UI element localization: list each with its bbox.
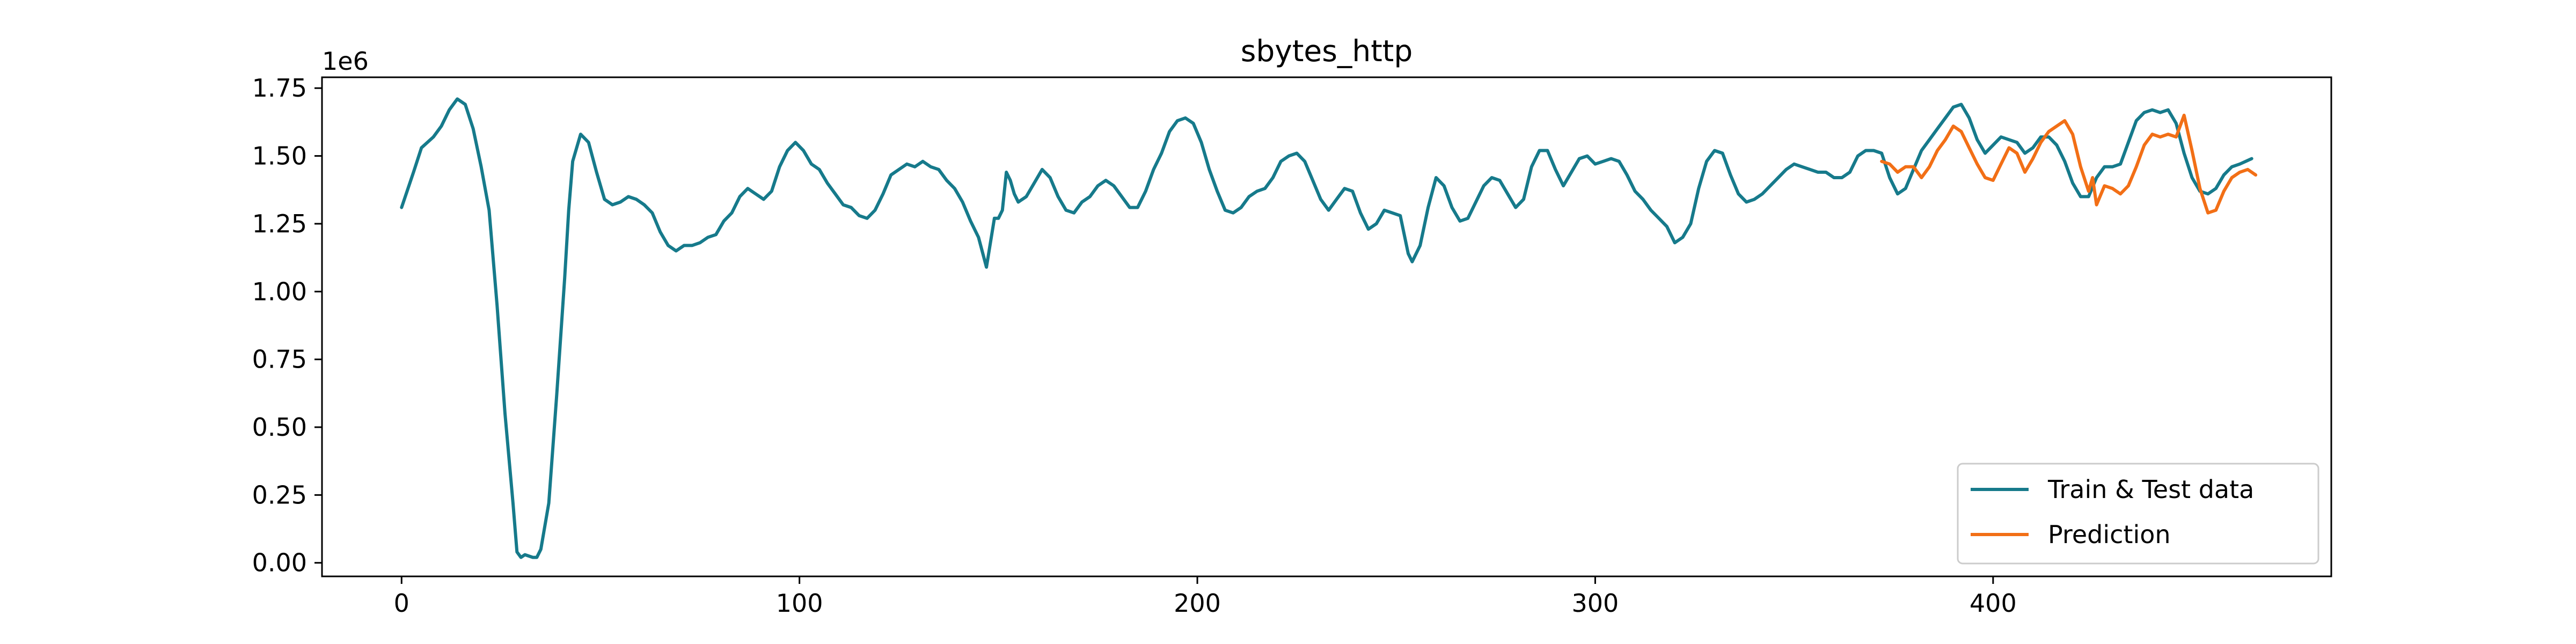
y-tick-label: 0.00 xyxy=(252,548,307,577)
y-axis: 0.00 0.25 0.50 0.75 1.00 1.25 1.50 1.75 xyxy=(252,74,322,577)
legend-label-prediction: Prediction xyxy=(2048,520,2171,549)
y-offset-label: 1e6 xyxy=(322,47,369,76)
y-tick-label: 1.50 xyxy=(252,142,307,171)
y-tick-label: 1.25 xyxy=(252,209,307,238)
x-tick-label: 200 xyxy=(1174,589,1221,618)
chart-title: sbytes_http xyxy=(1241,34,1413,68)
x-axis: 0 100 200 300 400 xyxy=(394,576,2017,618)
y-tick-label: 1.75 xyxy=(252,74,307,103)
legend: Train & Test data Prediction xyxy=(1957,463,2319,565)
series-line-prediction xyxy=(1880,113,2258,215)
x-tick-label: 400 xyxy=(1970,589,2017,618)
y-tick-label: 0.75 xyxy=(252,345,307,374)
y-tick-label: 0.50 xyxy=(252,413,307,442)
series-layer xyxy=(400,97,2258,559)
y-tick-label: 0.25 xyxy=(252,480,307,509)
x-tick-label: 0 xyxy=(394,589,409,618)
x-tick-label: 300 xyxy=(1572,589,1619,618)
plot-frame xyxy=(321,76,2332,577)
legend-box xyxy=(1957,463,2319,565)
series-line-train-test xyxy=(400,97,2253,559)
legend-label-train-test: Train & Test data xyxy=(2047,475,2254,504)
x-tick-label: 100 xyxy=(776,589,823,618)
y-tick-label: 1.00 xyxy=(252,277,307,306)
